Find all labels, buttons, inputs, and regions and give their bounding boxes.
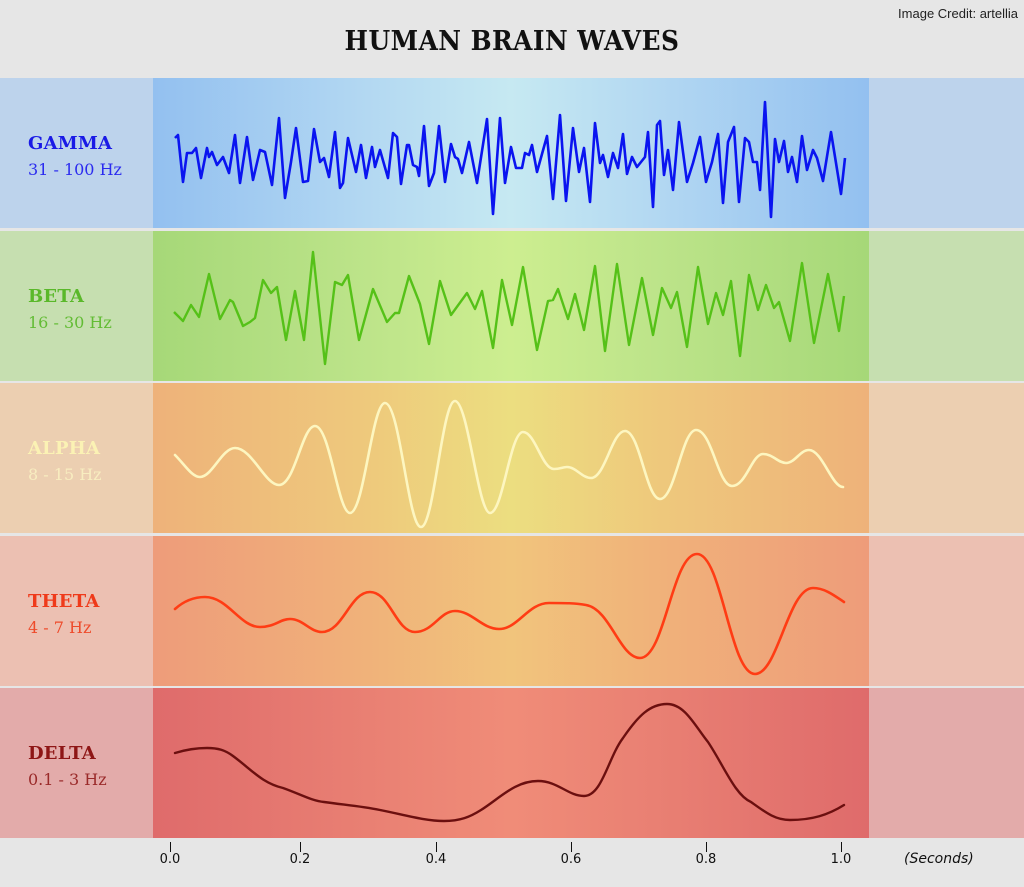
beta-right-column [869, 231, 1024, 381]
band-name-gamma: GAMMA [28, 133, 113, 154]
axis-tick [300, 842, 301, 852]
delta-wave-panel [153, 688, 869, 838]
axis-tick [170, 842, 171, 852]
band-delta: DELTA 0.1 - 3 Hz [0, 688, 1024, 838]
axis-tick [706, 842, 707, 852]
band-name-alpha: ALPHA [28, 438, 101, 459]
theta-wave-panel [153, 536, 869, 686]
band-theta: THETA 4 - 7 Hz [0, 536, 1024, 686]
alpha-right-column [869, 383, 1024, 533]
band-range-alpha: 8 - 15 Hz [28, 465, 102, 484]
beta-label-column [0, 231, 153, 381]
delta-label-column [0, 688, 153, 838]
gamma-label-column [0, 78, 153, 228]
band-name-theta: THETA [28, 591, 100, 612]
delta-right-column [869, 688, 1024, 838]
axis-tick [841, 842, 842, 852]
axis-label: 0.0 [159, 852, 181, 867]
band-alpha: ALPHA 8 - 15 Hz [0, 383, 1024, 533]
axis-unit-label: (Seconds) [904, 851, 974, 867]
alpha-wave-panel [153, 383, 869, 533]
axis-label: 0.8 [695, 852, 717, 867]
gamma-wave-panel [153, 78, 869, 228]
axis-label: 0.2 [289, 852, 311, 867]
theta-right-column [869, 536, 1024, 686]
band-range-delta: 0.1 - 3 Hz [28, 770, 107, 789]
band-range-beta: 16 - 30 Hz [28, 313, 112, 332]
band-beta: BETA 16 - 30 Hz [0, 231, 1024, 381]
theta-label-column [0, 536, 153, 686]
band-range-gamma: 31 - 100 Hz [28, 160, 122, 179]
band-gamma: GAMMA 31 - 100 Hz [0, 78, 1024, 228]
page-title: HUMAN BRAIN WAVES [344, 26, 680, 57]
axis-tick [571, 842, 572, 852]
band-range-theta: 4 - 7 Hz [28, 618, 92, 637]
alpha-label-column [0, 383, 153, 533]
axis-label: 0.6 [560, 852, 582, 867]
axis-tick [436, 842, 437, 852]
gamma-right-column [869, 78, 1024, 228]
axis-label: 0.4 [425, 852, 447, 867]
beta-wave-panel [153, 231, 869, 381]
band-name-beta: BETA [28, 286, 85, 307]
image-credit: Image Credit: artellia [898, 6, 1018, 21]
band-name-delta: DELTA [28, 743, 96, 764]
axis-label: 1.0 [830, 852, 852, 867]
